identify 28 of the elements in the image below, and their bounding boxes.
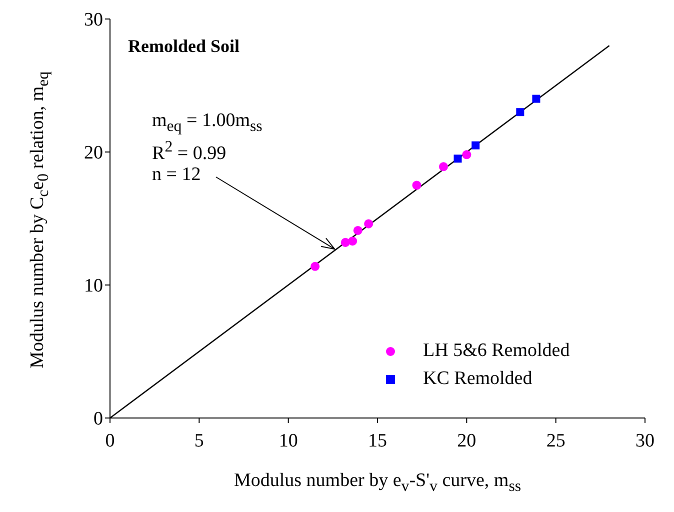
legend-label: KC Remolded <box>423 367 532 391</box>
x-tick-label: 20 <box>457 430 476 452</box>
point <box>412 180 422 190</box>
point <box>454 154 462 163</box>
legend-label: LH 5&6 Remolded <box>423 339 570 363</box>
point <box>472 141 480 150</box>
annotation: n = 12 <box>152 164 201 185</box>
annotation: R$^{2}$ = 0.99 <box>152 139 226 164</box>
x-tick-label: 30 <box>636 430 654 452</box>
point <box>364 219 374 228</box>
text: Remolded Soil <box>128 36 240 56</box>
point <box>348 236 358 246</box>
x-tick-label: 5 <box>194 430 204 452</box>
y-tick-label: 0 <box>94 408 103 430</box>
point <box>353 226 362 235</box>
point <box>438 162 448 172</box>
x-tick-label: 15 <box>368 430 387 452</box>
x-axis-title: Modulus number by e$_{v}$-S'$_{v}$ curve, m$_{ss}$ <box>234 470 522 495</box>
point <box>532 94 540 103</box>
x-tick-label: 25 <box>546 430 566 452</box>
y-tick-label: 10 <box>84 276 103 297</box>
y-tick-label: 30 <box>84 10 103 31</box>
x-tick-label: 10 <box>278 430 298 452</box>
point <box>310 262 320 271</box>
point <box>462 150 472 160</box>
point <box>516 108 524 116</box>
annotation: m$_{eq}$ = 1.00m$_{ss}$ <box>152 110 262 135</box>
y-tick-label: 20 <box>84 142 103 164</box>
